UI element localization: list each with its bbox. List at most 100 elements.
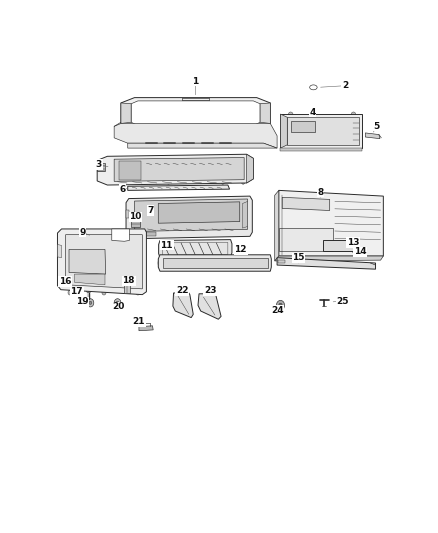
Text: 18: 18 [123, 276, 135, 285]
Polygon shape [74, 274, 105, 285]
Polygon shape [114, 158, 244, 181]
Polygon shape [287, 117, 359, 145]
Polygon shape [278, 260, 285, 263]
Polygon shape [260, 103, 270, 124]
Polygon shape [112, 229, 130, 241]
Text: 6: 6 [120, 184, 126, 193]
Circle shape [68, 282, 74, 290]
Circle shape [332, 122, 344, 136]
Text: 17: 17 [71, 287, 83, 296]
Circle shape [102, 290, 106, 295]
Polygon shape [119, 161, 141, 180]
Circle shape [136, 102, 140, 107]
Text: 22: 22 [176, 286, 188, 295]
Polygon shape [158, 202, 240, 223]
Text: 13: 13 [346, 238, 359, 247]
Circle shape [251, 102, 255, 107]
Polygon shape [66, 235, 142, 289]
Circle shape [288, 112, 293, 118]
Circle shape [251, 120, 255, 125]
Polygon shape [279, 228, 333, 251]
Circle shape [300, 200, 306, 207]
Polygon shape [57, 229, 146, 295]
Polygon shape [280, 148, 362, 151]
Polygon shape [163, 257, 268, 268]
Text: 1: 1 [192, 77, 199, 86]
Polygon shape [128, 185, 230, 190]
Text: 23: 23 [204, 286, 216, 295]
Circle shape [89, 301, 92, 304]
Circle shape [167, 180, 170, 184]
Text: 12: 12 [234, 245, 247, 254]
Polygon shape [365, 133, 380, 139]
Text: 21: 21 [133, 317, 145, 326]
Polygon shape [158, 255, 271, 271]
Polygon shape [247, 154, 253, 183]
Text: 3: 3 [96, 160, 102, 169]
Circle shape [328, 238, 339, 252]
Polygon shape [131, 101, 260, 126]
Circle shape [297, 197, 308, 211]
Circle shape [116, 301, 119, 304]
Text: 2: 2 [342, 81, 348, 90]
Polygon shape [134, 199, 247, 231]
Circle shape [136, 207, 151, 225]
Circle shape [241, 180, 245, 184]
Polygon shape [126, 196, 252, 239]
Circle shape [276, 301, 285, 310]
Polygon shape [97, 154, 253, 185]
Polygon shape [57, 245, 61, 257]
Ellipse shape [86, 288, 92, 293]
Polygon shape [243, 201, 247, 228]
Circle shape [221, 180, 224, 184]
Polygon shape [124, 283, 130, 293]
Circle shape [335, 125, 342, 133]
Polygon shape [126, 209, 130, 218]
Text: 25: 25 [336, 297, 349, 306]
Polygon shape [282, 197, 330, 211]
Polygon shape [277, 257, 375, 269]
Polygon shape [121, 98, 270, 128]
Text: 7: 7 [147, 206, 154, 215]
Polygon shape [173, 293, 193, 318]
Circle shape [113, 180, 116, 184]
Circle shape [87, 298, 94, 307]
Polygon shape [121, 103, 131, 124]
Text: 19: 19 [76, 297, 89, 306]
Polygon shape [280, 114, 287, 148]
Circle shape [136, 290, 140, 295]
Polygon shape [139, 326, 153, 330]
Text: 4: 4 [310, 108, 316, 117]
Text: 24: 24 [271, 306, 283, 314]
Text: 20: 20 [113, 302, 125, 311]
Polygon shape [275, 256, 383, 261]
Text: 14: 14 [354, 247, 367, 256]
Polygon shape [97, 163, 105, 172]
Circle shape [136, 120, 140, 125]
Text: 9: 9 [79, 228, 86, 237]
Circle shape [114, 298, 121, 307]
Circle shape [279, 303, 282, 308]
Polygon shape [135, 232, 156, 236]
Circle shape [139, 211, 148, 221]
Polygon shape [198, 294, 221, 319]
Polygon shape [279, 190, 383, 256]
Text: 16: 16 [59, 277, 71, 286]
Text: 5: 5 [374, 122, 380, 131]
Text: 11: 11 [160, 241, 173, 250]
Polygon shape [131, 221, 140, 227]
Text: 8: 8 [317, 188, 323, 197]
Polygon shape [291, 122, 315, 132]
Polygon shape [128, 143, 277, 148]
Circle shape [345, 252, 346, 254]
Polygon shape [323, 240, 353, 251]
Polygon shape [114, 124, 277, 148]
Circle shape [330, 241, 337, 249]
Polygon shape [159, 240, 232, 257]
Text: 15: 15 [292, 253, 305, 262]
Circle shape [68, 290, 72, 295]
Polygon shape [280, 114, 362, 148]
Text: 10: 10 [129, 212, 142, 221]
Circle shape [351, 112, 356, 118]
Polygon shape [275, 190, 279, 261]
